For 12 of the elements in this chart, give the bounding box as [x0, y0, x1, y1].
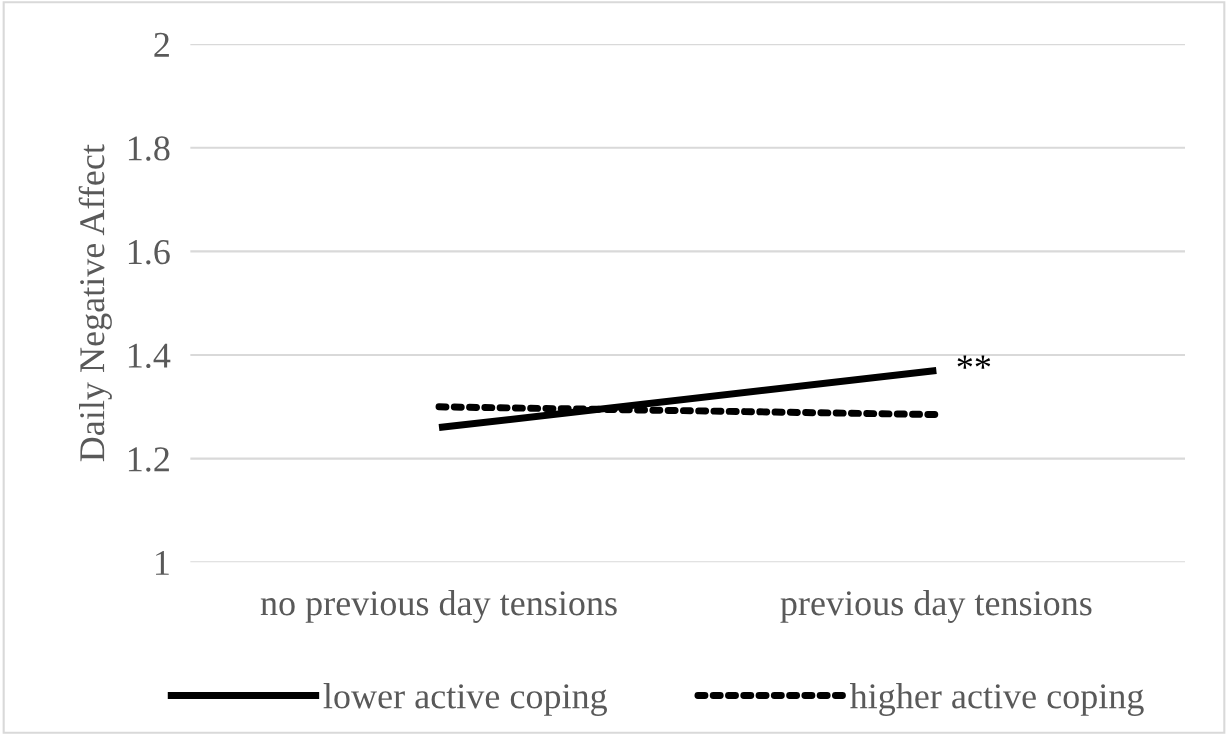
x-tick-label: no previous day tensions — [260, 590, 617, 623]
annotation: ** — [957, 355, 991, 369]
y-tick-label: 1.4 — [128, 343, 171, 369]
y-tick-label: 1.2 — [128, 447, 169, 472]
y-axis-title: Daily Negative Affect — [78, 144, 112, 462]
legend-label: lower active coping — [323, 683, 607, 716]
y-tick-label: 1.6 — [128, 239, 170, 265]
y-tick-label: 2 — [154, 32, 169, 57]
legend-label: higher active coping — [849, 683, 1144, 716]
y-tick-label: 1 — [156, 550, 169, 575]
x-tick-label: previous day tensions — [780, 590, 1092, 623]
y-tick-label: 1.8 — [128, 136, 170, 161]
